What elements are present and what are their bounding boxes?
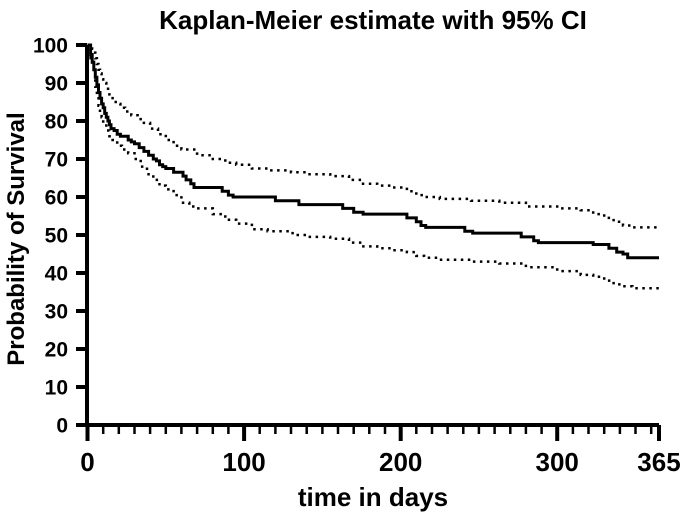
y-tick-label: 90 [45,73,68,96]
axis-lines [85,45,659,427]
curve-upper-95-ci [87,43,659,229]
x-tick-label: 300 [536,447,579,477]
y-axis-label: Probability of Survival [3,112,30,365]
y-tick-label: 10 [45,377,68,400]
y-tick-label: 100 [33,35,68,58]
survival-curves [87,43,659,290]
x-tick-label: 100 [222,447,265,477]
chart-title: Kaplan-Meier estimate with 95% CI [159,5,587,35]
y-tick-label: 80 [45,111,68,134]
x-tick-label: 200 [379,447,422,477]
y-tick-label: 60 [45,187,68,210]
y-tick-label: 40 [45,263,68,286]
y-axis-ticks: 0 10 20 30 40 50 60 70 80 90 100 [33,35,87,438]
curve-lower-95-ci [87,43,659,290]
y-tick-label: 50 [45,225,68,248]
curve-km-estimate [87,43,659,260]
x-axis-label: time in days [298,482,448,512]
y-tick-label: 20 [45,339,68,362]
y-tick-label: 30 [45,301,68,324]
y-tick-label: 70 [45,149,68,172]
y-tick-label: 0 [56,415,68,438]
x-axis-ticks: 0 100 200 300 365 [80,425,681,477]
x-tick-label: 0 [80,447,94,477]
x-tick-label: 365 [637,447,680,477]
